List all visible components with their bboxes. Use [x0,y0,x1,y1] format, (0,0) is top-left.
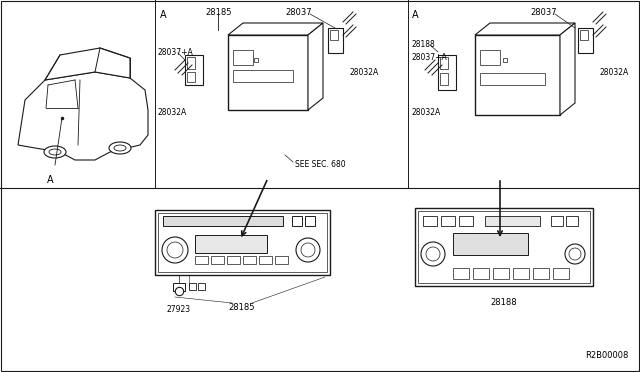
Ellipse shape [114,145,126,151]
Ellipse shape [49,149,61,155]
Circle shape [162,237,188,263]
Bar [155,210,330,275]
Text: 28037+A: 28037+A [412,53,448,62]
Bar [441,216,455,226]
Polygon shape [45,48,130,80]
Bar [198,283,205,290]
Text: R2B00008: R2B00008 [584,351,628,360]
Text: 28032A: 28032A [600,68,629,77]
Text: 28037: 28037 [530,8,557,17]
Bar [259,256,272,264]
Text: 28188: 28188 [491,298,517,307]
Bar [418,211,590,283]
Bar [453,268,469,279]
Circle shape [167,242,183,258]
Bar [580,30,588,40]
Bar [187,57,195,69]
Bar [305,216,315,226]
Circle shape [296,238,320,262]
Bar [158,213,327,272]
Text: 28188: 28188 [412,40,436,49]
Bar [453,233,528,255]
Circle shape [301,243,315,257]
Bar [480,50,500,65]
Text: 28185: 28185 [205,8,232,17]
Bar [195,235,267,253]
Circle shape [421,242,445,266]
Polygon shape [228,23,323,35]
Bar [243,256,256,264]
Bar [227,256,240,264]
Bar [493,268,509,279]
Bar [292,216,302,226]
Text: 28037+A: 28037+A [158,48,194,57]
Bar [185,55,203,85]
Text: 28032A: 28032A [350,68,380,77]
Bar [473,268,489,279]
Circle shape [565,244,585,264]
Bar [173,283,185,291]
Bar [187,72,195,82]
Circle shape [569,248,581,260]
Bar [423,216,437,226]
Bar [459,216,473,226]
Bar [440,73,448,85]
Bar [163,216,283,226]
Text: A: A [160,10,166,20]
Text: 28185: 28185 [228,303,255,312]
Circle shape [426,247,440,261]
Bar [566,216,578,226]
Text: A: A [412,10,419,20]
Bar [553,268,569,279]
Polygon shape [18,72,148,160]
Bar [233,70,293,82]
Ellipse shape [109,142,131,154]
Bar [480,73,545,85]
Bar [211,256,224,264]
Bar [275,256,288,264]
Bar [533,268,549,279]
Bar [513,268,529,279]
Text: 28037: 28037 [285,8,312,17]
Text: A: A [47,175,53,185]
Polygon shape [475,23,575,35]
Bar [415,208,593,286]
Bar [330,30,338,40]
Bar [233,50,253,65]
Text: SEE SEC. 680: SEE SEC. 680 [295,160,346,169]
Bar [195,256,208,264]
Bar [438,55,456,90]
Bar [578,28,593,53]
Bar [189,283,196,290]
Ellipse shape [44,146,66,158]
Text: 27923: 27923 [167,305,191,314]
Bar [551,216,563,226]
Bar [440,57,448,69]
Bar [475,35,560,115]
Bar [328,28,343,53]
Polygon shape [560,23,575,115]
Bar [485,216,540,226]
Text: 28032A: 28032A [412,108,441,117]
Text: 28032A: 28032A [158,108,188,117]
Bar [228,35,308,110]
Polygon shape [308,23,323,110]
